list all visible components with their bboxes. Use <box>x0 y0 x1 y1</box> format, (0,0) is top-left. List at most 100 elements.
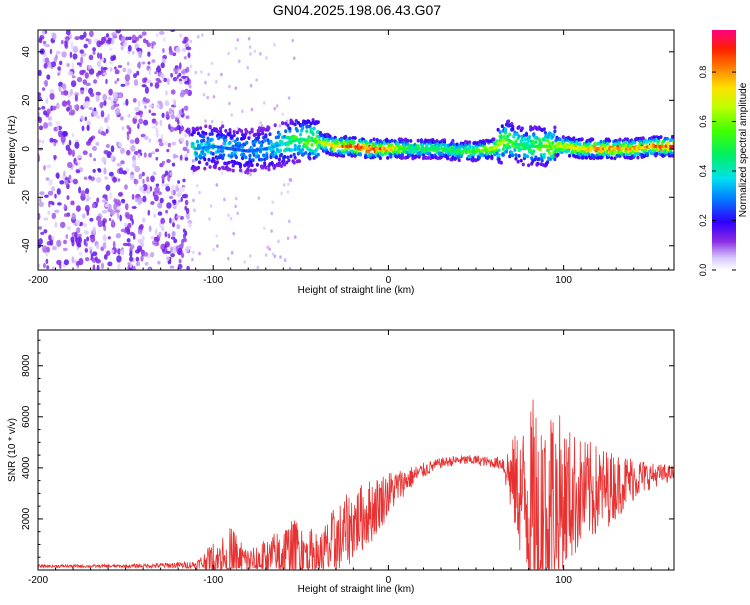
spectrogram-ridge-cell <box>497 153 501 158</box>
spectrogram-noise-cell <box>215 79 218 84</box>
spectrogram-noise-cell <box>120 160 125 165</box>
spectrogram-noise-cell <box>119 214 122 222</box>
spectrogram-noise-cell <box>169 171 173 176</box>
spectrogram-noise-cell <box>88 68 95 75</box>
spectrogram-noise-cell <box>273 42 276 47</box>
spectrogram-noise-cell <box>74 231 78 239</box>
spectrogram-noise-cell <box>70 41 74 49</box>
spectrogram-noise-cell <box>102 218 107 224</box>
spectrogram-noise-cell <box>157 80 162 83</box>
spectrogram-ridge-cell <box>645 139 650 144</box>
spectrogram-noise-cell <box>75 205 81 212</box>
spectrogram-noise-cell <box>120 35 126 44</box>
spectrogram-noise-cell <box>271 200 275 204</box>
spectrogram-noise-cell <box>286 236 290 240</box>
spectrogram-noise-cell <box>120 83 126 87</box>
colorbar-tick-label: 0.0 <box>698 264 708 277</box>
spectrogram-ridge-cell <box>506 134 510 139</box>
spectrogram-ridge-cell <box>665 136 669 141</box>
spectrogram-ridge-cell <box>196 165 201 170</box>
spectrogram-ridge-cell <box>490 155 494 159</box>
spectrogram-ridge-cell <box>389 154 393 159</box>
spectrogram-noise-cell <box>43 262 46 269</box>
spectrogram-noise-cell <box>93 107 97 112</box>
spectrogram-noise-cell <box>38 116 42 124</box>
spectrogram-noise-cell <box>42 245 48 249</box>
spectrogram-noise-cell <box>270 211 274 216</box>
spectrogram-noise-cell <box>160 217 165 225</box>
spectrogram-ridge-cell <box>520 126 524 131</box>
spectrogram-noise-cell <box>122 170 127 175</box>
spectrogram-noise-cell <box>249 83 253 88</box>
colorbar-tick-label: 0.4 <box>698 165 708 178</box>
spectrogram-noise-cell <box>85 100 90 107</box>
spectrogram-noise-cell <box>92 226 97 234</box>
spectrogram-noise-cell <box>177 247 183 256</box>
figure-title: GN04.2025.198.06.43.G07 <box>273 2 441 18</box>
spectrogram-noise-cell <box>286 190 290 194</box>
spectrogram-noise-cell <box>212 95 216 99</box>
spectrogram-noise-cell <box>43 122 49 129</box>
spectrogram-noise-cell <box>38 92 41 97</box>
spectrogram-noise-cell <box>57 66 61 71</box>
spectrogram-noise-cell <box>177 199 181 203</box>
spectrogram-noise-cell <box>202 92 206 97</box>
spectrogram-noise-cell <box>164 231 168 238</box>
spectrogram-ridge-cell <box>372 137 376 142</box>
spectrogram-noise-cell <box>105 78 108 85</box>
spectrogram-noise-cell <box>180 137 185 142</box>
spectrogram-noise-cell <box>166 159 171 163</box>
spectrogram-ridge-cell <box>238 168 243 173</box>
spectrogram-noise-cell <box>117 178 121 182</box>
spectrogram-ridge-cell <box>200 142 204 146</box>
spectrogram-noise-cell <box>75 169 81 174</box>
spectrogram-noise-cell <box>234 46 238 51</box>
spectrogram-noise-cell <box>165 111 169 118</box>
spectrogram-ridge-cell <box>273 123 277 128</box>
spectrogram-noise-cell <box>155 133 160 138</box>
spectrogram-noise-cell <box>82 150 88 155</box>
spectrogram-ridge-cell <box>499 135 503 140</box>
spectrogram-noise-cell <box>151 151 155 155</box>
spectrogram-ridge-cell <box>268 132 272 137</box>
spectrogram-noise-cell <box>157 65 161 70</box>
spectrogram-ridge-cell <box>249 168 253 173</box>
spectrogram-ridge-cell <box>263 138 267 143</box>
spectrogram-noise-cell <box>48 116 53 121</box>
spectrogram-noise-cell <box>175 186 180 192</box>
spectrogram-noise-cell <box>47 121 53 127</box>
spectrogram-noise-cell <box>130 144 136 152</box>
spectrogram-noise-cell <box>114 69 120 75</box>
snr-y-tick-label: 2000 <box>21 507 32 530</box>
spectrogram-noise-cell <box>172 189 176 196</box>
spectrogram-noise-cell <box>97 220 104 228</box>
spectrogram-noise-cell <box>76 62 82 66</box>
spectrogram-noise-cell <box>108 218 112 221</box>
spectrogram-ridge-cell <box>386 156 390 160</box>
spectrogram-noise-cell <box>106 250 111 256</box>
spectrogram-noise-cell <box>63 203 67 210</box>
spectrogram-noise-cell <box>165 90 168 96</box>
spectrogram-noise-cell <box>176 192 182 198</box>
spectrogram-noise-cell <box>180 196 183 202</box>
spectrogram-noise-cell <box>172 199 177 206</box>
spectrogram-ridge-cell <box>231 163 235 168</box>
spectrogram-noise-cell <box>159 119 163 127</box>
spectrogram-noise-cell <box>83 31 87 38</box>
spectrogram-noise-cell <box>54 222 58 228</box>
spectrogram-noise-cell <box>127 61 130 66</box>
spectrogram-noise-cell <box>92 264 96 270</box>
spectrogram-noise-cell <box>136 70 140 76</box>
spectrogram-ridge-cell <box>502 143 506 148</box>
spectrogram-noise-cell <box>169 265 175 269</box>
spectrogram-noise-cell <box>180 241 184 248</box>
spectrogram-noise-cell <box>243 260 247 264</box>
spectrogram-noise-cell <box>185 212 190 220</box>
colorbar-gradient <box>712 30 736 270</box>
spectrogram-noise-cell <box>72 178 79 185</box>
spectrogram-x-tick-label: -100 <box>203 275 223 286</box>
spectrogram-noise-cell <box>69 178 74 183</box>
spectrogram-noise-cell <box>67 161 73 169</box>
spectrogram-noise-cell <box>137 201 141 206</box>
spectrogram-noise-cell <box>178 72 182 77</box>
